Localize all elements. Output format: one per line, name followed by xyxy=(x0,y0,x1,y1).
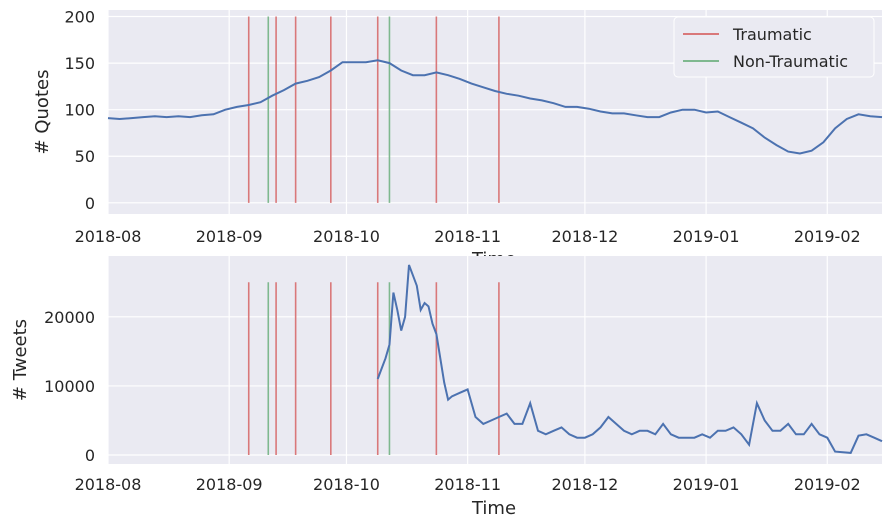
y-tick-label: 100 xyxy=(64,101,95,120)
x-tick-label: 2019-02 xyxy=(794,475,861,494)
x-tick-label: 2019-01 xyxy=(673,475,740,494)
legend: Traumatic Non-Traumatic xyxy=(673,16,875,78)
y-tick-label: 200 xyxy=(64,8,95,27)
x-tick-label: 2019-01 xyxy=(673,227,740,246)
x-tick-label: 2018-11 xyxy=(434,227,501,246)
quotes-y-tick-labels: 0 50 100 150 200 xyxy=(64,8,95,213)
tweets-x-tick-labels: 2018-08 2018-09 2018-10 2018-11 2018-12 2019-… xyxy=(75,475,861,494)
legend-traumatic-label: Traumatic xyxy=(732,25,812,44)
x-tick-label: 2018-12 xyxy=(551,227,618,246)
x-tick-label: 2018-08 xyxy=(75,475,142,494)
quotes-y-axis-label: # Quotes xyxy=(32,70,53,155)
tweets-series-line xyxy=(376,264,883,454)
quotes-series-line xyxy=(107,59,883,155)
y-tick-label: 150 xyxy=(64,54,95,73)
y-tick-label: 0 xyxy=(85,446,95,465)
y-tick-label: 20000 xyxy=(44,308,95,327)
legend-nontraumatic-label: Non-Traumatic xyxy=(733,52,848,71)
y-tick-label: 50 xyxy=(75,147,95,166)
tweets-panel: 2018-08 2018-09 2018-10 2018-11 2018-12 2019-… xyxy=(10,256,883,519)
x-tick-label: 2018-10 xyxy=(313,227,380,246)
x-tick-label: 2018-11 xyxy=(434,475,501,494)
legend-box xyxy=(673,16,875,78)
x-tick-label: 2019-02 xyxy=(794,227,861,246)
tweets-grid xyxy=(107,256,882,464)
quotes-panel: 2018-08 2018-09 2018-10 2018-11 2018-12 2019-… xyxy=(32,8,883,270)
tweets-y-tick-labels: 0 10000 20000 xyxy=(44,308,95,465)
x-tick-label: 2018-10 xyxy=(313,475,380,494)
x-tick-label: 2018-08 xyxy=(75,227,142,246)
quotes-event-lines xyxy=(247,16,500,203)
y-tick-label: 0 xyxy=(85,194,95,213)
tweets-event-lines xyxy=(247,282,500,456)
tweets-x-axis-label: Time xyxy=(471,498,516,519)
quotes-x-tick-labels: 2018-08 2018-09 2018-10 2018-11 2018-12 2019-… xyxy=(75,227,861,246)
x-tick-label: 2018-12 xyxy=(551,475,618,494)
x-tick-label: 2018-09 xyxy=(196,475,263,494)
tweets-y-axis-label: # Tweets xyxy=(10,319,31,401)
x-tick-label: 2018-09 xyxy=(196,227,263,246)
tweets-plot-area xyxy=(108,256,882,464)
y-tick-label: 10000 xyxy=(44,377,95,396)
